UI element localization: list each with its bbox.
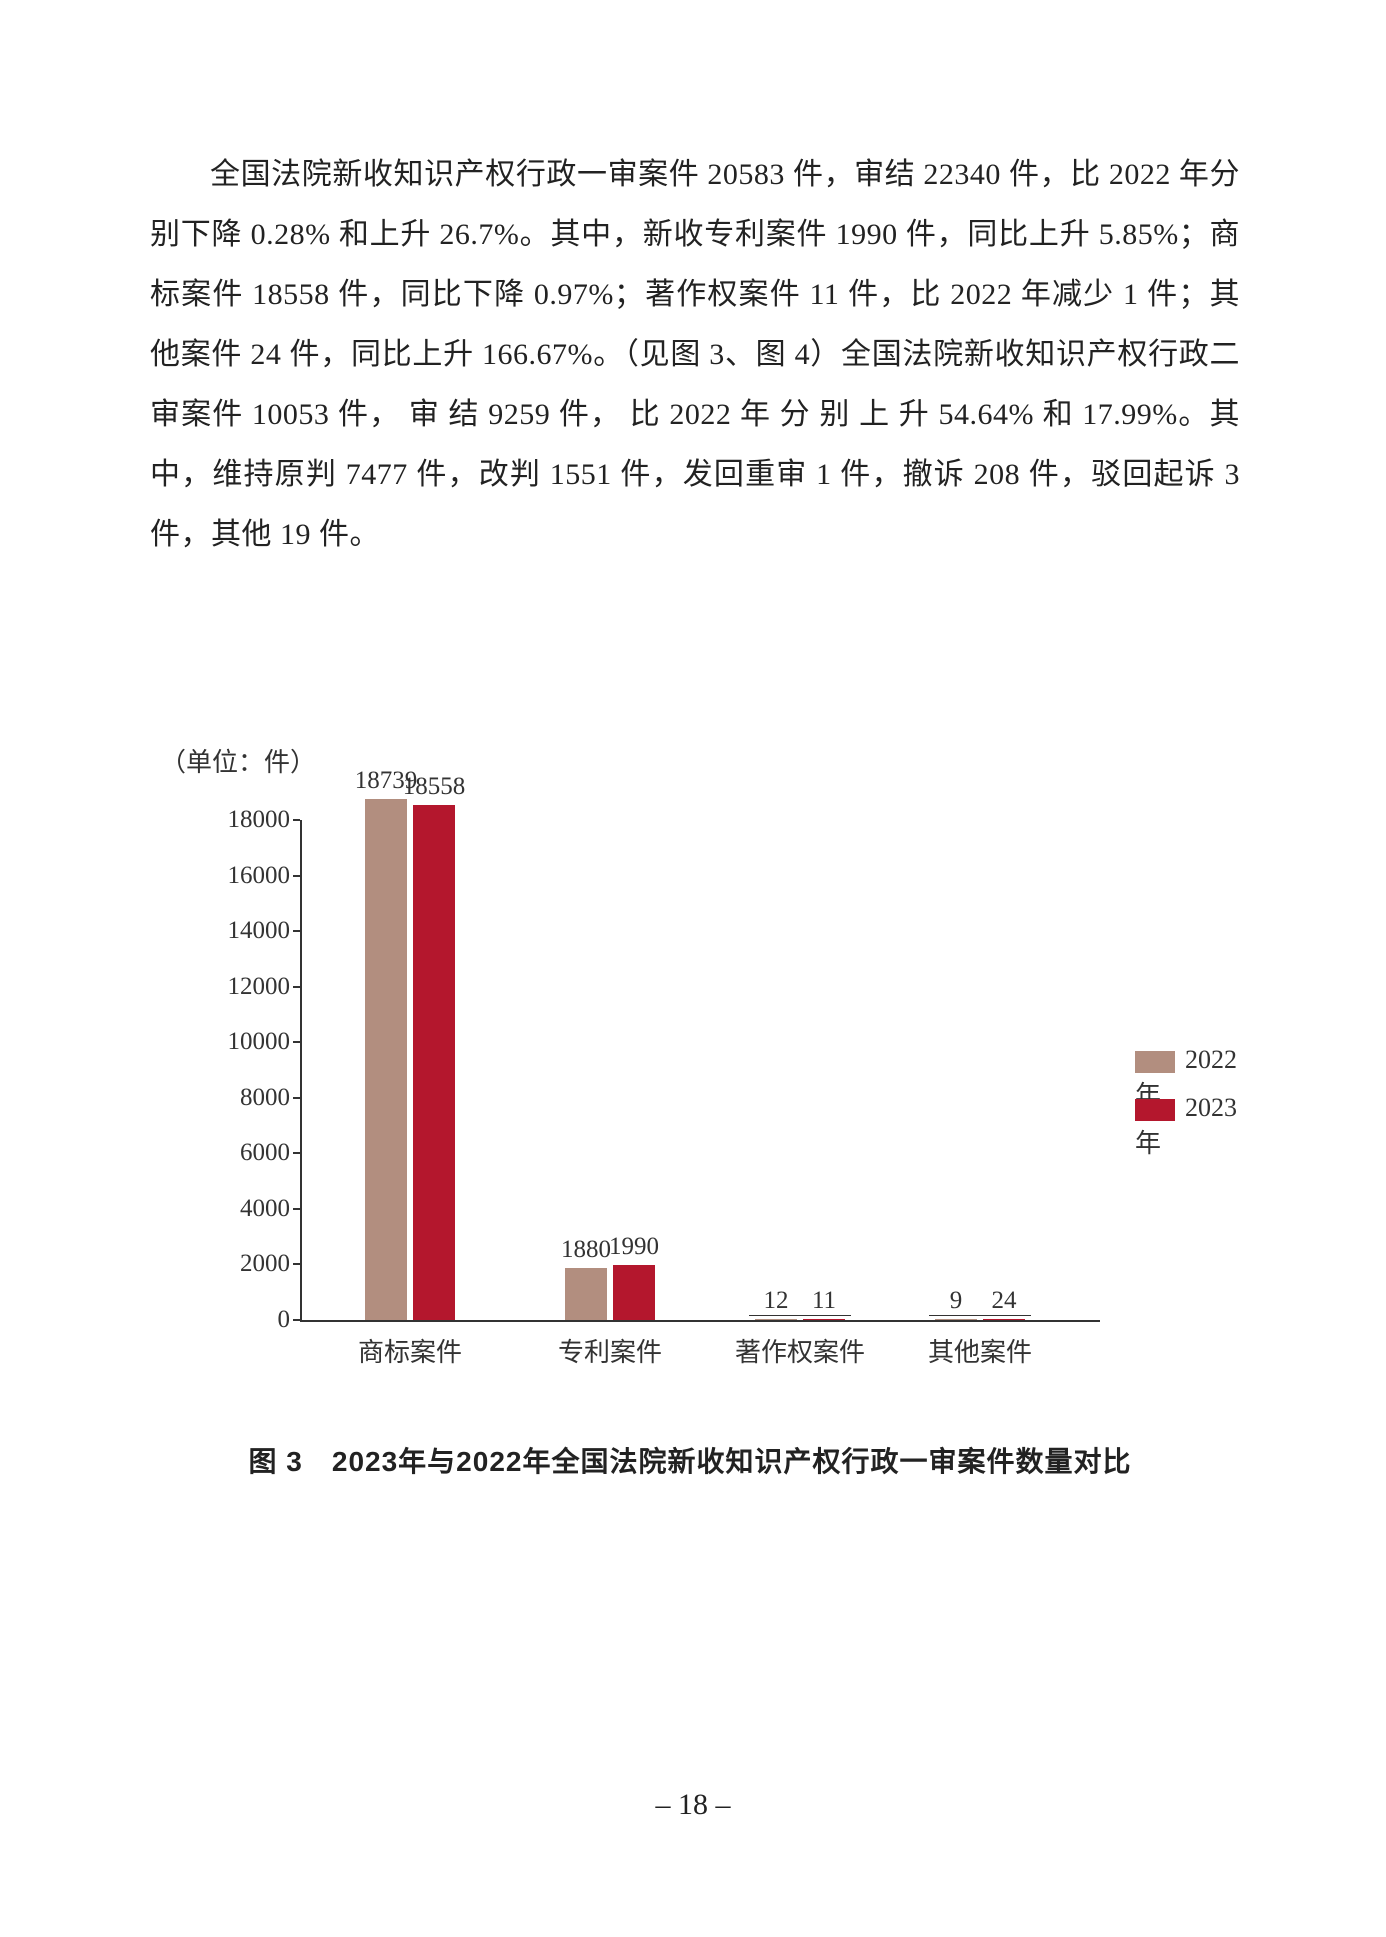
y-axis [300, 820, 302, 1320]
y-tick-label: 4000 [180, 1195, 290, 1223]
bar-value-underline [977, 1315, 1031, 1316]
x-axis [300, 1320, 1100, 1322]
paragraph-text: 全国法院新收知识产权行政一审案件 20583 件，审结 22340 件，比 20… [150, 145, 1240, 565]
chart-caption: 图 3 2023年与2022年全国法院新收知识产权行政一审案件数量对比 [140, 1440, 1240, 1480]
bar [935, 1319, 977, 1320]
bar-value-underline [749, 1315, 803, 1316]
bar-value-underline [797, 1315, 851, 1316]
bar-value-label: 18558 [384, 773, 484, 801]
y-tick-mark [293, 930, 300, 932]
bar [613, 1265, 655, 1320]
y-tick-mark [293, 819, 300, 821]
y-tick-mark [293, 1041, 300, 1043]
legend-item: 2023 年 [1135, 1093, 1240, 1160]
y-tick-mark [293, 875, 300, 877]
x-tick-label: 其他案件 [928, 1332, 1032, 1369]
y-tick-mark [293, 1152, 300, 1154]
y-tick-label: 2000 [180, 1250, 290, 1278]
x-tick-label: 专利案件 [558, 1332, 662, 1369]
chart-plot-area: 0 2000 4000 6000 8000 10000 12000 14000 16000 180… [180, 780, 1240, 1400]
y-tick-label: 8000 [180, 1084, 290, 1112]
bar [413, 805, 455, 1321]
bar-value-label: 1990 [584, 1233, 684, 1261]
bar [803, 1319, 845, 1320]
y-tick-mark [293, 1319, 300, 1321]
legend-swatch [1135, 1051, 1175, 1073]
bar-value-underline [929, 1315, 983, 1316]
x-tick-label: 商标案件 [358, 1332, 462, 1369]
x-tick-label: 著作权案件 [735, 1332, 865, 1369]
bar [983, 1319, 1025, 1320]
y-tick-mark [293, 1097, 300, 1099]
chart-unit-label: （单位：件） [160, 742, 316, 779]
bar [565, 1268, 607, 1320]
bar [365, 799, 407, 1320]
y-tick-label: 6000 [180, 1139, 290, 1167]
y-tick-mark [293, 1263, 300, 1265]
y-tick-label: 18000 [180, 806, 290, 834]
y-tick-label: 12000 [180, 973, 290, 1001]
bar-value-label: 11 [774, 1287, 874, 1315]
y-tick-label: 16000 [180, 862, 290, 890]
bar [755, 1319, 797, 1320]
legend-swatch [1135, 1099, 1175, 1121]
body-paragraph: 全国法院新收知识产权行政一审案件 20583 件，审结 22340 件，比 20… [150, 145, 1240, 565]
y-tick-mark [293, 986, 300, 988]
y-tick-label: 0 [180, 1306, 290, 1334]
bar-value-label: 24 [954, 1287, 1054, 1315]
y-tick-mark [293, 1208, 300, 1210]
y-tick-label: 10000 [180, 1028, 290, 1056]
y-tick-label: 14000 [180, 917, 290, 945]
page-number: – 18 – [0, 1788, 1386, 1822]
page: 全国法院新收知识产权行政一审案件 20583 件，审结 22340 件，比 20… [0, 0, 1386, 1937]
